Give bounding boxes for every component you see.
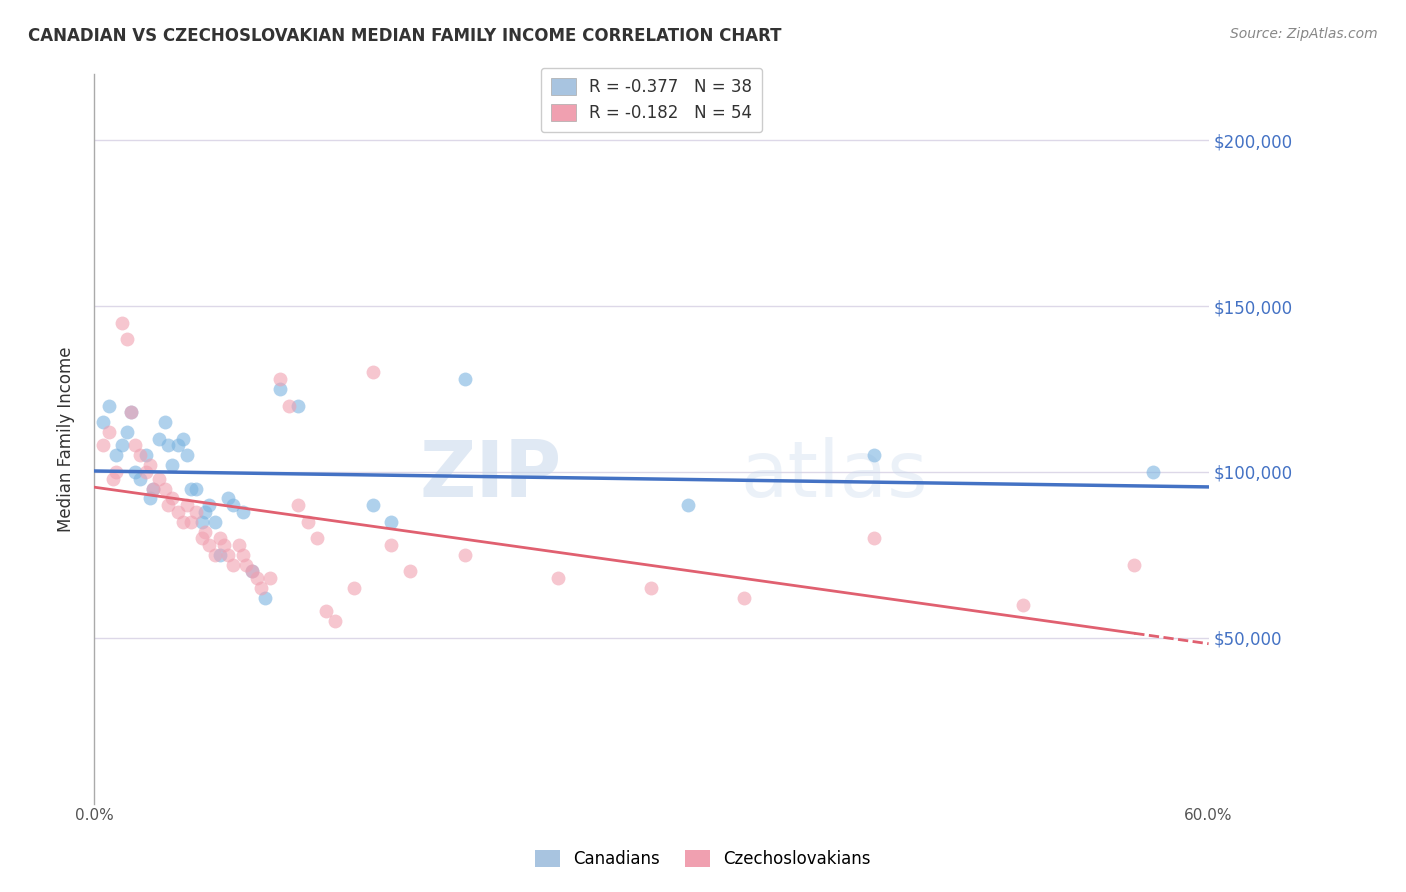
- Point: [157, 498, 180, 512]
- Point: [117, 425, 139, 439]
- Point: [194, 524, 217, 539]
- Point: [135, 465, 157, 479]
- Point: [217, 491, 239, 506]
- Point: [194, 505, 217, 519]
- Point: [454, 548, 477, 562]
- Point: [176, 448, 198, 462]
- Point: [190, 515, 212, 529]
- Point: [120, 405, 142, 419]
- Point: [240, 565, 263, 579]
- Point: [97, 399, 120, 413]
- Point: [97, 425, 120, 439]
- Point: [361, 498, 384, 512]
- Point: [269, 372, 291, 386]
- Point: [180, 515, 202, 529]
- Point: [361, 366, 384, 380]
- Point: [380, 515, 402, 529]
- Point: [204, 515, 226, 529]
- Point: [135, 448, 157, 462]
- Point: [250, 581, 273, 595]
- Point: [124, 438, 146, 452]
- Point: [91, 438, 114, 452]
- Point: [142, 482, 165, 496]
- Text: CANADIAN VS CZECHOSLOVAKIAN MEDIAN FAMILY INCOME CORRELATION CHART: CANADIAN VS CZECHOSLOVAKIAN MEDIAN FAMIL…: [28, 27, 782, 45]
- Text: ZIP: ZIP: [420, 437, 562, 513]
- Point: [111, 316, 134, 330]
- Point: [343, 581, 366, 595]
- Point: [105, 465, 128, 479]
- Point: [733, 591, 755, 605]
- Point: [222, 558, 245, 572]
- Point: [228, 538, 250, 552]
- Point: [204, 548, 226, 562]
- Point: [287, 498, 309, 512]
- Point: [325, 614, 347, 628]
- Point: [235, 558, 257, 572]
- Y-axis label: Median Family Income: Median Family Income: [58, 346, 75, 532]
- Point: [105, 448, 128, 462]
- Point: [172, 432, 194, 446]
- Point: [640, 581, 662, 595]
- Point: [138, 491, 160, 506]
- Point: [454, 372, 477, 386]
- Point: [111, 438, 134, 452]
- Point: [148, 432, 170, 446]
- Point: [176, 498, 198, 512]
- Point: [198, 538, 221, 552]
- Point: [138, 458, 160, 473]
- Point: [1142, 465, 1164, 479]
- Point: [129, 472, 152, 486]
- Point: [232, 505, 254, 519]
- Point: [209, 548, 232, 562]
- Point: [253, 591, 276, 605]
- Point: [1011, 598, 1033, 612]
- Point: [1123, 558, 1146, 572]
- Point: [160, 491, 183, 506]
- Point: [240, 565, 263, 579]
- Point: [184, 482, 207, 496]
- Point: [117, 332, 139, 346]
- Point: [297, 515, 319, 529]
- Point: [91, 415, 114, 429]
- Point: [153, 482, 176, 496]
- Point: [380, 538, 402, 552]
- Point: [222, 498, 245, 512]
- Point: [398, 565, 420, 579]
- Legend: R = -0.377   N = 38, R = -0.182   N = 54: R = -0.377 N = 38, R = -0.182 N = 54: [540, 68, 762, 132]
- Point: [278, 399, 301, 413]
- Point: [142, 482, 165, 496]
- Point: [172, 515, 194, 529]
- Point: [198, 498, 221, 512]
- Point: [246, 571, 269, 585]
- Point: [287, 399, 309, 413]
- Point: [259, 571, 281, 585]
- Point: [120, 405, 142, 419]
- Point: [166, 505, 188, 519]
- Point: [863, 531, 886, 545]
- Point: [217, 548, 239, 562]
- Point: [124, 465, 146, 479]
- Point: [232, 548, 254, 562]
- Point: [190, 531, 212, 545]
- Point: [129, 448, 152, 462]
- Text: atlas: atlas: [741, 437, 928, 513]
- Point: [315, 604, 337, 618]
- Point: [166, 438, 188, 452]
- Text: Source: ZipAtlas.com: Source: ZipAtlas.com: [1230, 27, 1378, 41]
- Point: [160, 458, 183, 473]
- Point: [180, 482, 202, 496]
- Point: [184, 505, 207, 519]
- Point: [863, 448, 886, 462]
- Point: [678, 498, 700, 512]
- Point: [212, 538, 235, 552]
- Point: [148, 472, 170, 486]
- Point: [101, 472, 124, 486]
- Point: [305, 531, 328, 545]
- Point: [153, 415, 176, 429]
- Legend: Canadians, Czechoslovakians: Canadians, Czechoslovakians: [529, 843, 877, 875]
- Point: [269, 382, 291, 396]
- Point: [157, 438, 180, 452]
- Point: [547, 571, 569, 585]
- Point: [209, 531, 232, 545]
